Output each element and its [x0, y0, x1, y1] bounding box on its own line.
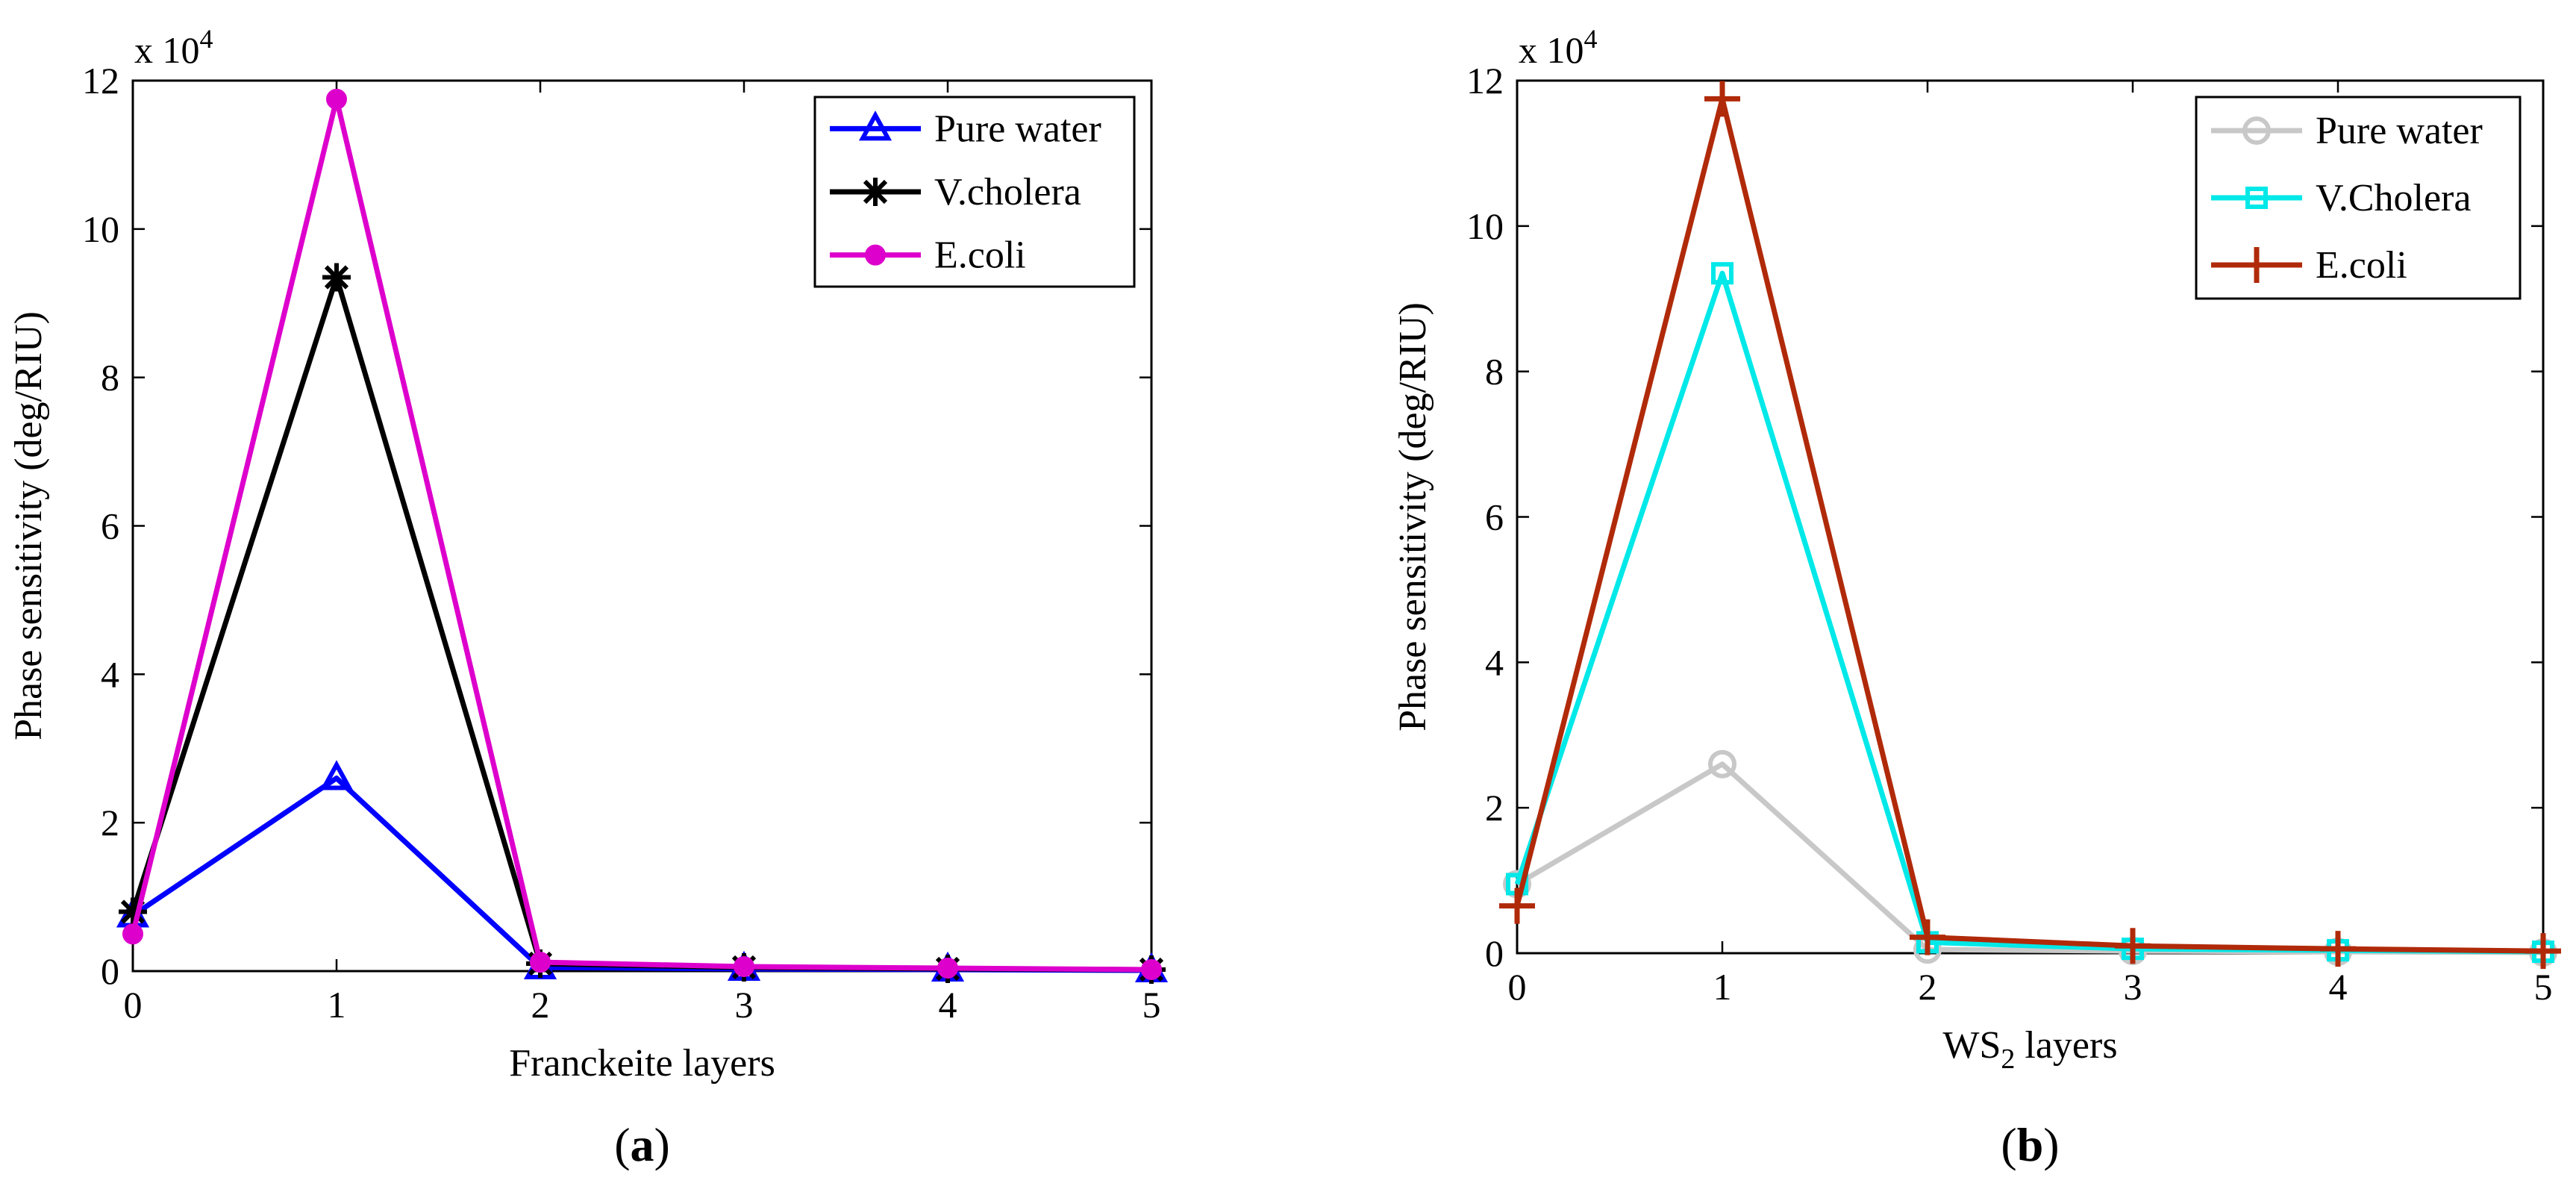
panel-label: (b) — [2001, 1118, 2059, 1171]
data-point-e-coli — [2525, 933, 2561, 970]
x-tick-label: 2 — [1919, 966, 1937, 1008]
y-axis-label: Phase sensitivity (deg/RIU) — [1392, 302, 1434, 731]
legend-marker-e-coli — [2239, 247, 2275, 283]
legend-marker-v-cholera — [2245, 187, 2268, 209]
series-pure-water — [116, 760, 1169, 983]
y-tick-label: 12 — [82, 60, 119, 102]
data-point-e-coli — [1141, 959, 1162, 981]
y-axis-label: Phase sensitivity (deg/RIU) — [7, 311, 50, 740]
legend-marker-e-coli — [865, 244, 886, 266]
y-tick-label: 10 — [1466, 205, 1504, 247]
data-point-v-cholera — [119, 897, 147, 926]
y-tick-label: 6 — [101, 505, 119, 547]
series-e-coli — [1499, 81, 2561, 970]
x-tick-label: 3 — [735, 984, 754, 1026]
y-tick-label: 8 — [101, 357, 119, 399]
data-point-e-coli — [1704, 81, 1740, 117]
x-axis-label: Franckeite layers — [509, 1042, 775, 1085]
legend-label-v-cholera: V.Cholera — [2316, 177, 2471, 219]
y-tick-label: 0 — [1485, 932, 1504, 974]
x-axis-label: WS2 layers — [1942, 1024, 2117, 1075]
x-tick-label: 4 — [939, 984, 957, 1026]
data-point-e-coli — [2115, 928, 2151, 964]
legend-marker-pure-water — [2242, 116, 2271, 145]
data-point-e-coli — [734, 956, 754, 978]
x-tick-label: 1 — [1713, 966, 1732, 1008]
y-tick-label: 10 — [82, 208, 119, 250]
legend: Pure water V.Cholera E.coli — [2195, 96, 2522, 300]
panel-label: (a) — [614, 1118, 670, 1171]
legend-label-pure-water: Pure water — [2316, 110, 2483, 152]
series-line-v-cholera — [130, 274, 1152, 973]
y-tick-label: 2 — [1485, 787, 1504, 829]
series-line-pure-water — [1516, 761, 2544, 955]
series-v-cholera — [119, 263, 1166, 985]
series-line-v-cholera — [1514, 270, 2544, 955]
series-v-cholera — [1506, 262, 2554, 964]
data-point-e-coli — [530, 952, 551, 973]
data-point-e-coli — [326, 88, 347, 110]
data-point-v-cholera — [322, 263, 351, 292]
x-tick-label: 0 — [124, 984, 143, 1026]
data-point-e-coli — [937, 958, 958, 979]
y-tick-label: 2 — [101, 802, 119, 843]
y-tick-label: 6 — [1485, 496, 1504, 538]
x-tick-label: 1 — [328, 984, 346, 1026]
legend-marker-pure-water — [858, 110, 892, 141]
x-tick-label: 2 — [531, 984, 550, 1026]
legend-label-e-coli: E.coli — [2316, 244, 2407, 287]
series-pure-water — [1503, 749, 2557, 967]
x-tick-label: 5 — [1142, 984, 1161, 1026]
x-tick-label: 3 — [2124, 966, 2142, 1008]
series-e-coli — [122, 88, 1162, 981]
y-exponent-label: x 104 — [134, 24, 213, 71]
y-tick-label: 0 — [101, 950, 119, 992]
y-tick-label: 8 — [1485, 351, 1504, 393]
data-point-e-coli — [1910, 919, 1945, 955]
y-tick-label: 4 — [101, 653, 119, 695]
data-point-e-coli — [122, 923, 143, 945]
legend-label-pure-water: Pure water — [934, 107, 1101, 150]
y-tick-label: 4 — [1485, 641, 1504, 683]
x-tick-label: 4 — [2329, 966, 2348, 1008]
legend-label-e-coli: E.coli — [934, 234, 1026, 277]
y-exponent-label: x 104 — [1519, 24, 1598, 71]
legend-label-v-cholera: V.cholera — [934, 171, 1081, 213]
data-point-v-cholera — [1711, 262, 1734, 285]
data-point-e-coli — [1499, 888, 1535, 924]
legend-marker-v-cholera — [861, 178, 890, 206]
x-tick-label: 0 — [1508, 966, 1527, 1008]
y-tick-label: 12 — [1466, 60, 1504, 102]
data-point-pure-water — [1708, 749, 1736, 779]
data-point-e-coli — [2320, 931, 2356, 967]
x-tick-label: 5 — [2534, 966, 2553, 1008]
series-line-e-coli — [130, 96, 1152, 973]
legend: Pure water V.cholera E.coli — [813, 96, 1136, 288]
data-point-pure-water — [319, 760, 354, 790]
series-line-e-coli — [1514, 96, 2544, 954]
series-line-pure-water — [131, 776, 1152, 973]
